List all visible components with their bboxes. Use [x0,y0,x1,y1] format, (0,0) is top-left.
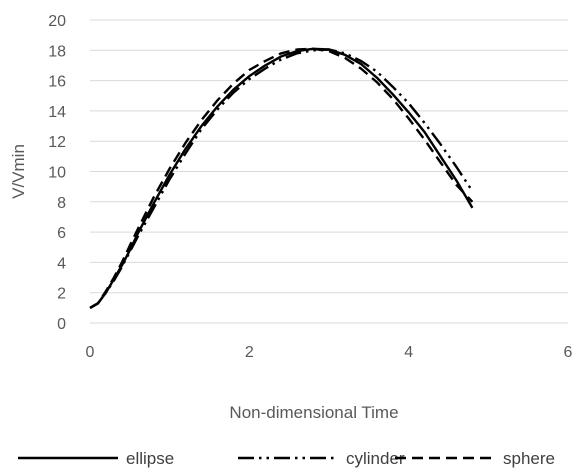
x-tick-label: 4 [404,344,413,361]
legend-label-cylinder: cylinder [346,449,405,468]
y-axis-title: V/Vmin [9,144,28,199]
y-tick-label: 8 [57,195,66,212]
gridlines [90,19,568,294]
y-tick-labels: 0 2 4 6 8 10 12 14 16 18 20 [48,13,66,333]
series-line-sphere [89,47,474,309]
y-tick-label: 10 [48,165,66,182]
y-tick-label: 0 [57,316,66,333]
x-tick-label: 0 [86,344,95,361]
series-line-cylinder [89,48,474,309]
y-tick-label: 4 [57,255,66,272]
y-tick-label: 16 [48,74,66,91]
legend-label-ellipse: ellipse [126,449,174,468]
y-tick-label: 12 [48,134,66,151]
x-tick-labels: 0 2 4 6 [86,344,573,361]
x-axis-title: Non-dimensional Time [229,403,398,422]
legend-label-sphere: sphere [503,449,555,468]
y-tick-label: 2 [57,286,66,303]
series-line-ellipse [89,47,474,309]
x-tick-label: 6 [564,344,573,361]
y-tick-label: 18 [48,43,66,60]
y-tick-label: 14 [48,104,66,121]
x-tick-label: 2 [245,344,254,361]
legend: ellipse cylinder sphere [18,449,555,468]
series-lines [89,47,474,309]
y-tick-label: 6 [57,225,66,242]
y-tick-label: 20 [48,13,66,30]
